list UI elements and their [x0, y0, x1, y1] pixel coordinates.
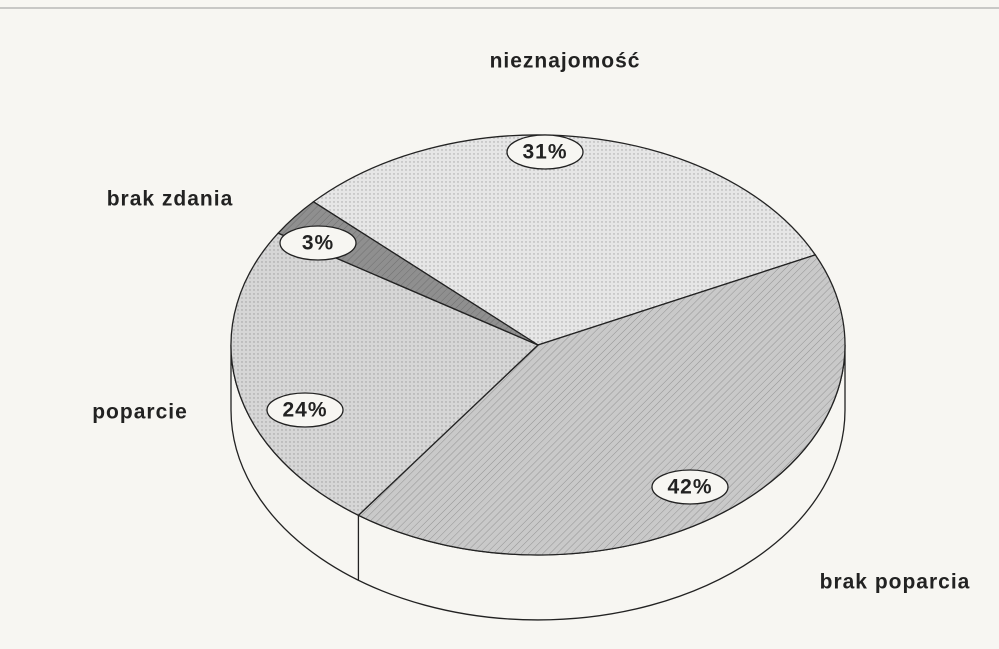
slice-texture	[313, 135, 816, 345]
label-bubble	[266, 392, 344, 428]
slice-texture	[230, 233, 538, 516]
data-label: 3%	[302, 232, 334, 255]
category-label: brak poparcia	[820, 571, 971, 594]
category-label: poparcie	[92, 401, 188, 424]
data-label: 42%	[667, 476, 712, 499]
data-label: 24%	[282, 399, 327, 422]
label-bubble	[279, 225, 357, 261]
label-bubble	[651, 469, 729, 505]
pie: 31% nieznajomość 42% brak poparcia 24% poparc…	[92, 50, 971, 621]
category-label: brak zdania	[107, 188, 234, 211]
category-label: nieznajomość	[490, 50, 641, 73]
label-bubble	[506, 134, 584, 170]
data-label: 31%	[522, 141, 567, 164]
